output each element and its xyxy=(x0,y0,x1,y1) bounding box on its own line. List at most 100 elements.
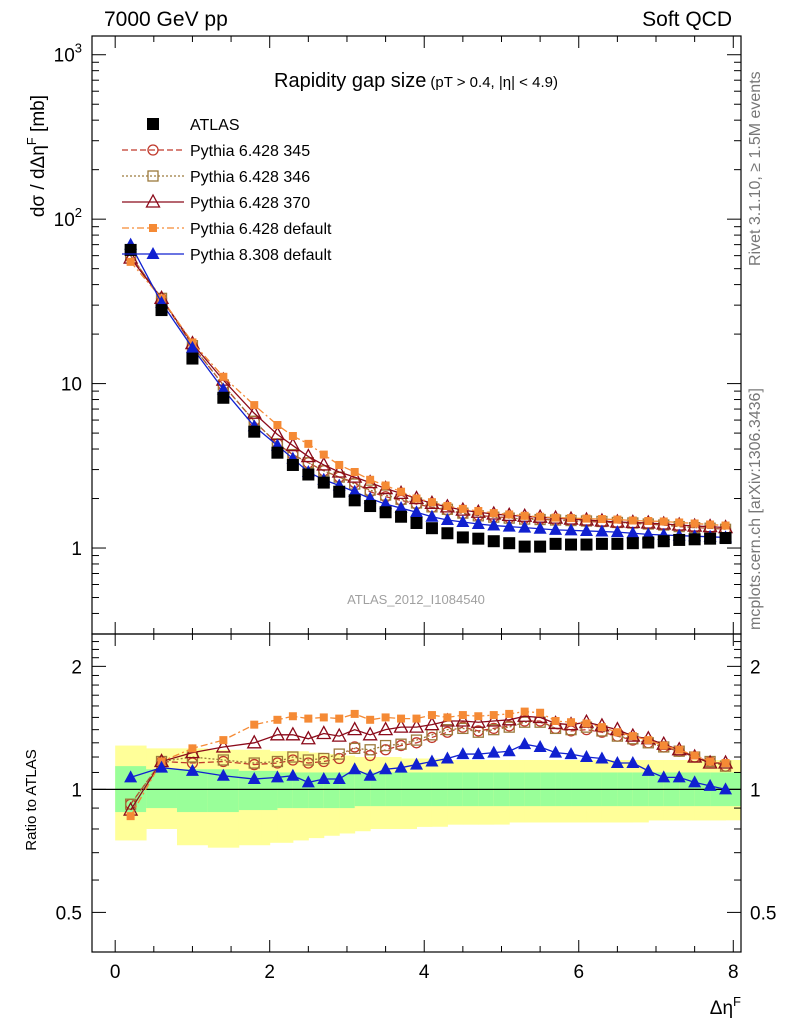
ratio-tick-label: 0.5 xyxy=(56,903,82,924)
ratio-p370-point xyxy=(316,725,332,740)
ratio-pdef-point xyxy=(366,715,375,724)
ratio-p8-point xyxy=(185,763,199,776)
series-pdef-point xyxy=(350,467,359,476)
series-p370 xyxy=(123,249,734,534)
ratio-pdef-point xyxy=(350,709,359,718)
ratio-pdef-point xyxy=(427,711,436,720)
ratio-p370-point xyxy=(331,727,347,742)
ratio-p8-point xyxy=(440,751,454,764)
series-p8-point xyxy=(440,513,454,526)
ratio-pdef-point xyxy=(628,732,637,741)
series-p8 xyxy=(124,237,733,543)
chart-title: Rapidity gap size (pT > 0.4, |η| < 4.9) xyxy=(274,70,558,92)
series-p370-point xyxy=(285,437,301,452)
series-p8-point xyxy=(610,525,624,538)
ratio-p8-point xyxy=(348,762,362,775)
series-data-point xyxy=(155,304,168,317)
ratio-pdef-point xyxy=(219,736,228,745)
ratio-p8-point xyxy=(610,756,624,769)
ratio-p370-point xyxy=(501,711,517,726)
series-data-point xyxy=(673,533,686,546)
ratio-p8-point xyxy=(518,737,532,750)
ratio-p346-point xyxy=(248,757,260,769)
ratio-p346-point xyxy=(441,724,454,736)
series-pdef-point xyxy=(474,506,483,515)
series-pdef-point xyxy=(288,432,297,441)
series-data-point xyxy=(626,537,639,550)
mcplots-source-label: mcplots.cern.ch [arXiv:1306.3436] xyxy=(747,388,764,630)
ratio-p8-point xyxy=(719,782,733,795)
series-data-point xyxy=(425,522,438,535)
ratio-p370-point xyxy=(362,726,378,741)
series-p370-point xyxy=(246,404,262,419)
legend-p370-marker xyxy=(145,193,161,208)
ratio-p346-point xyxy=(410,734,423,746)
series-data-point xyxy=(395,510,408,523)
ratio-tick-label-right: 1 xyxy=(750,780,761,801)
ratio-p8-point xyxy=(487,745,501,758)
ratio-pdef-point xyxy=(551,717,560,726)
series-data-point xyxy=(186,352,199,365)
series-data xyxy=(124,243,732,553)
ratio-pdef-point xyxy=(458,711,467,720)
x-tick-label: 6 xyxy=(573,962,584,983)
series-data-point xyxy=(379,506,392,519)
ratio-pdef-point xyxy=(381,713,390,722)
series-p8-point xyxy=(379,497,393,510)
series-data-point xyxy=(271,446,284,459)
series-pdef-point xyxy=(536,512,545,521)
legend-p345-marker xyxy=(147,144,159,156)
ratio-p8-point xyxy=(657,770,671,783)
x-tick-label: 2 xyxy=(264,962,275,983)
ratio-p370-line xyxy=(130,715,726,811)
series-pdef-point xyxy=(319,450,328,459)
series-p8-point xyxy=(471,516,485,529)
ratio-pdef-point xyxy=(520,707,529,716)
series-pdef-point xyxy=(366,475,375,484)
y-tick-label: 103 xyxy=(54,41,82,67)
ratio-pdef-point xyxy=(474,712,483,721)
analysis-watermark: ATLAS_2012_I1084540 xyxy=(347,592,485,607)
ratio-p370-point xyxy=(455,712,471,727)
ratio-p8-point xyxy=(626,756,640,769)
series-p370-point xyxy=(347,468,363,483)
y-tick-label: 1 xyxy=(71,539,82,560)
series-data-point xyxy=(642,536,655,549)
series-pdef-point xyxy=(489,509,498,518)
series-p8-point xyxy=(487,518,501,531)
series-p8-point xyxy=(626,526,640,539)
ratio-pdef-point xyxy=(304,714,313,723)
series-data-point xyxy=(348,494,361,507)
ratio-p370-point xyxy=(215,738,231,753)
ratio-p346-point xyxy=(271,755,284,768)
ratio-p8-point xyxy=(564,747,578,760)
ratio-pdef-point xyxy=(505,709,514,718)
ratio-p8-point xyxy=(317,772,331,785)
series-data-point xyxy=(410,516,423,529)
series-pdef-point xyxy=(706,520,715,529)
series-pdef-point xyxy=(381,481,390,490)
ratio-p8-point xyxy=(456,747,470,760)
x-tick-label: 0 xyxy=(110,962,121,983)
y-tick-label: 10 xyxy=(61,375,82,396)
series-data-point xyxy=(704,532,717,545)
ratio-pdef-point xyxy=(659,741,668,750)
ratio-p8-point xyxy=(216,768,230,781)
ratio-pdef-point xyxy=(250,720,259,729)
ratio-pdef-point xyxy=(567,718,576,727)
series-data-point xyxy=(456,531,469,544)
series-data-point xyxy=(286,458,299,471)
series-pdef-point xyxy=(582,514,591,523)
ratio-p346-point xyxy=(318,752,330,765)
ratio-p8-point xyxy=(579,750,593,763)
series-data-point xyxy=(317,476,330,489)
series-p8-point xyxy=(185,340,199,353)
series-data-point xyxy=(217,391,230,404)
ratio-p370-point xyxy=(424,716,440,731)
ratio-band-inner xyxy=(146,769,178,809)
series-p8-point xyxy=(641,527,655,540)
ratio-pdef-point xyxy=(288,712,297,721)
ratio-pdef-point xyxy=(582,719,591,728)
ratio-p370-point xyxy=(285,726,301,741)
ratio-p346-point xyxy=(287,751,299,763)
